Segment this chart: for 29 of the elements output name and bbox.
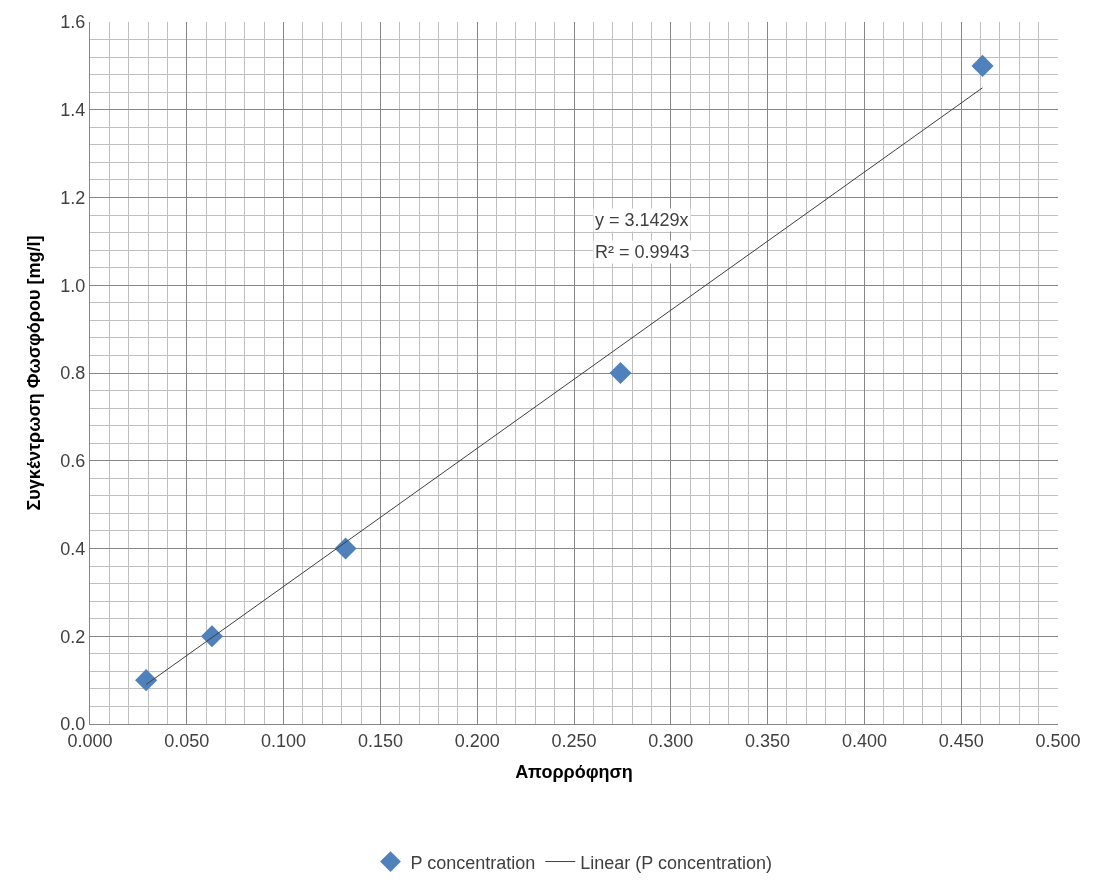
point: [609, 361, 632, 385]
y-axis-title: Συγκέντρωση Φωσφόρου [mg/l]: [23, 235, 44, 511]
y-tick-label: 1.0: [60, 275, 86, 296]
legend-label: P concentration: [410, 852, 536, 873]
x-tick-label: 0.050: [164, 730, 210, 751]
y-tick-label: 0.6: [60, 451, 86, 472]
y-tick-label: 0.2: [60, 626, 86, 647]
point: [200, 625, 224, 648]
x-axis-title: Απορρόφηση: [515, 761, 633, 782]
x-tick-label: 0.250: [551, 730, 597, 751]
legend-label: Linear (P concentration): [580, 852, 773, 873]
point: [334, 537, 357, 560]
x-tick-label: 0.500: [1035, 730, 1081, 751]
point: [135, 669, 158, 692]
annotation: R² = 0.9943: [595, 242, 690, 262]
point: [971, 54, 994, 77]
annotation: y = 3.1429x: [595, 210, 689, 230]
x-tick-label: 0.400: [841, 730, 887, 751]
x-tick-label: 0.350: [745, 730, 791, 751]
x-tick-label: 0.450: [938, 730, 984, 751]
y-tick-label: 1.2: [60, 187, 86, 208]
y-tick-label: 1.4: [60, 100, 86, 121]
y-tick-label: 0.4: [60, 538, 86, 559]
x-tick-label: 0.150: [357, 730, 403, 751]
x-tick-label: 0.100: [261, 730, 307, 751]
y-tick-label: 0.8: [60, 363, 86, 384]
y-tick-label: 1.6: [60, 12, 86, 33]
x-tick-label: 0.300: [648, 730, 694, 751]
x-tick-label: 0.200: [454, 730, 500, 751]
